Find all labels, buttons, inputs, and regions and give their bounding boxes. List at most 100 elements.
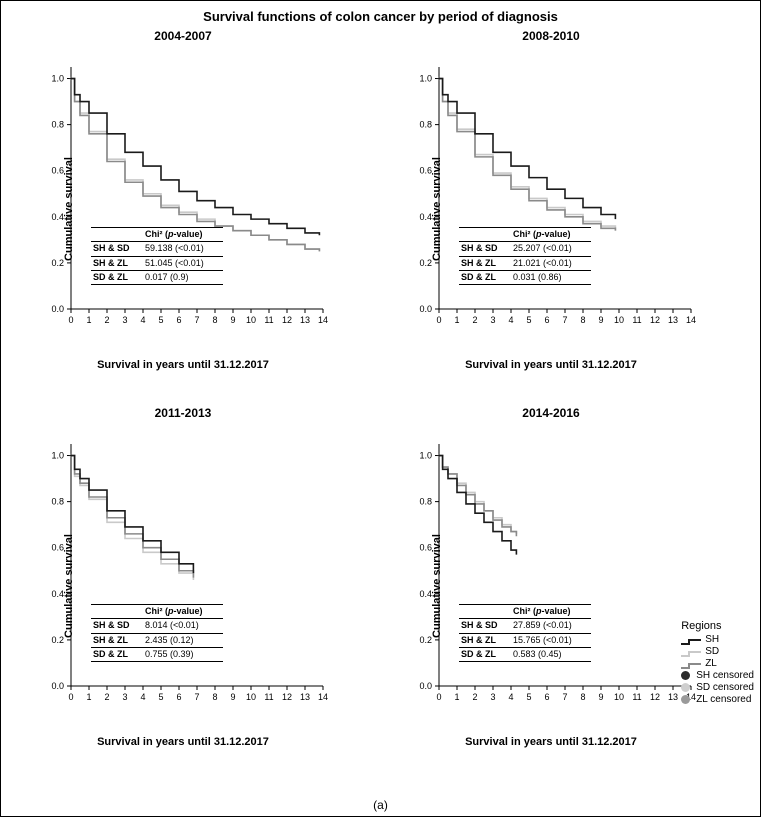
svg-text:11: 11 (264, 692, 273, 702)
panel-title: 2008-2010 (381, 29, 721, 43)
svg-text:6: 6 (176, 692, 181, 702)
legend: Regions SHSDZLSH censoredSD censoredZL c… (681, 620, 754, 706)
x-axis-label: Survival in years until 31.12.2017 (13, 736, 353, 748)
svg-text:9: 9 (598, 692, 603, 702)
legend-label: ZL (705, 658, 717, 669)
svg-text:11: 11 (632, 315, 641, 325)
panel-title: 2011-2013 (13, 406, 353, 420)
svg-text:11: 11 (632, 692, 641, 702)
svg-text:10: 10 (246, 692, 256, 702)
legend-label: SD (705, 646, 719, 657)
svg-text:12: 12 (282, 315, 292, 325)
svg-text:12: 12 (650, 692, 660, 702)
panel-title: 2004-2007 (13, 29, 353, 43)
svg-text:3: 3 (122, 315, 127, 325)
svg-text:4: 4 (508, 315, 513, 325)
panel-2008-2010: 2008-2010 Cumulative survival 0.00.20.40… (381, 29, 721, 389)
svg-text:0.2: 0.2 (51, 635, 64, 645)
x-axis-label: Survival in years until 31.12.2017 (381, 736, 721, 748)
svg-text:1: 1 (86, 315, 91, 325)
svg-text:11: 11 (264, 315, 273, 325)
chart-svg: 0.00.20.40.60.81.001234567891011121314 (439, 57, 699, 327)
svg-text:0.2: 0.2 (51, 258, 64, 268)
svg-text:0.0: 0.0 (51, 304, 64, 314)
svg-text:13: 13 (668, 692, 678, 702)
svg-text:0.4: 0.4 (419, 212, 432, 222)
legend-label: SH (705, 634, 719, 645)
svg-text:4: 4 (508, 692, 513, 702)
svg-text:2: 2 (472, 315, 477, 325)
svg-text:5: 5 (526, 315, 531, 325)
svg-text:0.6: 0.6 (419, 166, 432, 176)
legend-label: ZL censored (696, 694, 751, 705)
legend-item: ZL (681, 658, 754, 669)
svg-text:0.2: 0.2 (419, 258, 432, 268)
svg-text:0: 0 (68, 315, 73, 325)
svg-text:1.0: 1.0 (51, 451, 64, 461)
svg-text:3: 3 (490, 315, 495, 325)
plot-area: 0.00.20.40.60.81.001234567891011121314 (71, 57, 331, 327)
svg-text:6: 6 (176, 315, 181, 325)
plot-area: 0.00.20.40.60.81.001234567891011121314 (71, 434, 331, 704)
stats-table: Chi² (p-value)SH & SD8.014 (<0.01)SH & Z… (91, 604, 223, 662)
legend-item: SD censored (681, 682, 754, 693)
svg-text:12: 12 (650, 315, 660, 325)
svg-text:6: 6 (544, 692, 549, 702)
svg-text:13: 13 (300, 692, 310, 702)
legend-title: Regions (681, 620, 754, 632)
chart-svg: 0.00.20.40.60.81.001234567891011121314 (71, 57, 331, 327)
x-axis-label: Survival in years until 31.12.2017 (381, 359, 721, 371)
svg-text:5: 5 (526, 692, 531, 702)
chart-svg: 0.00.20.40.60.81.001234567891011121314 (71, 434, 331, 704)
legend-item: SH censored (681, 670, 754, 681)
svg-text:0.8: 0.8 (51, 497, 64, 507)
svg-text:0.6: 0.6 (51, 543, 64, 553)
x-axis-label: Survival in years until 31.12.2017 (13, 359, 353, 371)
svg-text:0.0: 0.0 (51, 681, 64, 691)
figure-container: Survival functions of colon cancer by pe… (0, 0, 761, 817)
stats-table: Chi² (p-value)SH & SD27.859 (<0.01)SH & … (459, 604, 591, 662)
svg-text:4: 4 (140, 315, 145, 325)
svg-text:7: 7 (194, 315, 199, 325)
svg-text:8: 8 (580, 692, 585, 702)
svg-text:0.4: 0.4 (51, 212, 64, 222)
svg-text:5: 5 (158, 692, 163, 702)
svg-text:14: 14 (318, 692, 328, 702)
svg-text:10: 10 (614, 692, 624, 702)
legend-items: SHSDZLSH censoredSD censoredZL censored (681, 634, 754, 705)
svg-text:7: 7 (194, 692, 199, 702)
svg-text:0: 0 (436, 315, 441, 325)
svg-text:1: 1 (86, 692, 91, 702)
svg-text:0: 0 (68, 692, 73, 702)
svg-text:0: 0 (436, 692, 441, 702)
panel-2004-2007: 2004-2007 Cumulative survival 0.00.20.40… (13, 29, 353, 389)
svg-text:8: 8 (212, 315, 217, 325)
svg-text:7: 7 (562, 692, 567, 702)
svg-text:8: 8 (580, 315, 585, 325)
svg-text:0.6: 0.6 (419, 543, 432, 553)
svg-text:10: 10 (614, 315, 624, 325)
subcaption: (a) (1, 798, 760, 812)
svg-text:1.0: 1.0 (51, 74, 64, 84)
svg-text:14: 14 (318, 315, 328, 325)
svg-text:1.0: 1.0 (419, 74, 432, 84)
svg-text:5: 5 (158, 315, 163, 325)
svg-text:1: 1 (454, 315, 459, 325)
svg-text:14: 14 (686, 315, 696, 325)
svg-text:12: 12 (282, 692, 292, 702)
svg-text:1: 1 (454, 692, 459, 702)
plot-area: 0.00.20.40.60.81.001234567891011121314 (439, 434, 699, 704)
svg-text:13: 13 (300, 315, 310, 325)
svg-text:0.4: 0.4 (419, 589, 432, 599)
svg-text:0.8: 0.8 (419, 120, 432, 130)
svg-text:0.2: 0.2 (419, 635, 432, 645)
svg-text:9: 9 (230, 692, 235, 702)
legend-label: SD censored (696, 682, 754, 693)
panel-2011-2013: 2011-2013 Cumulative survival 0.00.20.40… (13, 406, 353, 766)
svg-text:13: 13 (668, 315, 678, 325)
svg-text:6: 6 (544, 315, 549, 325)
svg-text:3: 3 (490, 692, 495, 702)
svg-text:0.0: 0.0 (419, 304, 432, 314)
svg-text:9: 9 (598, 315, 603, 325)
panel-title: 2014-2016 (381, 406, 721, 420)
